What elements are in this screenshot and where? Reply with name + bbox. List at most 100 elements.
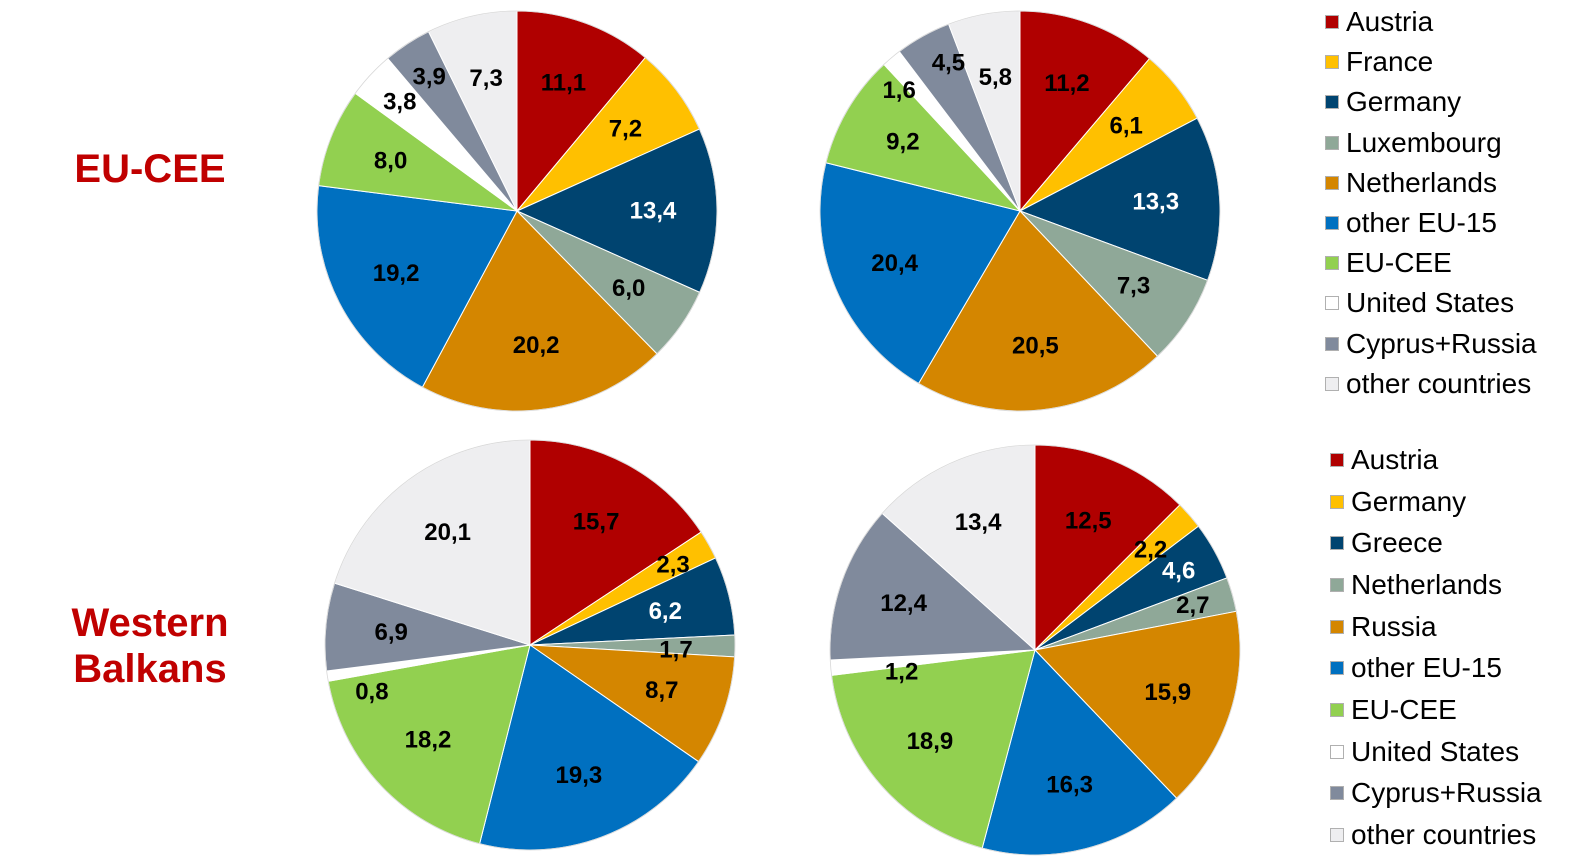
legend-western-balkans: Austria Germany Greece Netherlands Russia oth… bbox=[1330, 439, 1542, 856]
legend-label: Germany bbox=[1351, 485, 1467, 517]
legend-label: other EU-15 bbox=[1351, 652, 1502, 684]
legend-item-austria: Austria bbox=[1330, 439, 1542, 481]
legend-label: Luxembourg bbox=[1346, 126, 1502, 158]
pie-outline bbox=[829, 444, 1241, 856]
legend-item-greece: Greece bbox=[1330, 522, 1542, 564]
row-label-line: EU-CEE bbox=[74, 147, 226, 191]
legend-label: EU-CEE bbox=[1346, 247, 1452, 279]
legend-label: Greece bbox=[1351, 527, 1443, 559]
legend-item-other-countries: other countries bbox=[1330, 814, 1542, 856]
legend-item-netherlands: Netherlands bbox=[1325, 163, 1537, 203]
slice-data-label: 20,4 bbox=[871, 250, 918, 277]
slice-data-label: 3,8 bbox=[383, 89, 416, 116]
slice-data-label: 3,9 bbox=[413, 64, 446, 91]
slice-data-label: 15,7 bbox=[573, 509, 620, 536]
slice-data-label: 0,8 bbox=[355, 678, 388, 705]
legend-label: United States bbox=[1346, 287, 1515, 319]
legend-swatch bbox=[1325, 296, 1339, 311]
legend-label: other EU-15 bbox=[1346, 207, 1497, 239]
legend-swatch bbox=[1325, 95, 1339, 110]
slice-data-label: 11,2 bbox=[1044, 70, 1089, 97]
slice-data-label: 13,3 bbox=[1132, 189, 1179, 216]
legend-label: Austria bbox=[1351, 443, 1439, 475]
slice-data-label: 2,3 bbox=[656, 551, 689, 578]
slice-data-label: 6,2 bbox=[649, 598, 682, 625]
legend-label: Cyprus+Russia bbox=[1351, 777, 1542, 809]
legend-label: Netherlands bbox=[1351, 568, 1502, 600]
legend-swatch bbox=[1325, 55, 1339, 70]
row-label-line: Western bbox=[71, 601, 229, 645]
pie-chart-western-balkans-left: 15,7 2,3 6,2 1,7 8,7 19,3 18,2 0,8 6,9 20,1 bbox=[324, 439, 736, 851]
legend-swatch bbox=[1330, 744, 1344, 759]
legend-swatch bbox=[1330, 619, 1344, 634]
slice-data-label: 7,2 bbox=[609, 115, 642, 142]
pie-chart-eu-cee-right: 11,2 6,1 13,3 7,3 20,5 20,4 9,2 1,6 4,5 5,8 bbox=[819, 10, 1221, 412]
legend-item-eu-cee: EU-CEE bbox=[1325, 243, 1537, 283]
slice-data-label: 20,1 bbox=[424, 519, 471, 546]
slice-data-label: 1,7 bbox=[659, 636, 692, 663]
legend-swatch bbox=[1330, 828, 1344, 843]
legend-label: France bbox=[1346, 46, 1434, 78]
legend-item-cyprus-russia: Cyprus+Russia bbox=[1330, 773, 1542, 815]
slice-data-label: 20,5 bbox=[1012, 333, 1059, 360]
slice-data-label: 1,6 bbox=[882, 77, 915, 104]
slice-data-label: 6,1 bbox=[1110, 113, 1143, 140]
legend-swatch bbox=[1325, 376, 1339, 391]
legend-label: other countries bbox=[1346, 367, 1532, 399]
slice-data-label: 12,5 bbox=[1065, 508, 1112, 535]
legend-label: United States bbox=[1351, 735, 1520, 767]
legend-item-austria: Austria bbox=[1325, 2, 1537, 42]
legend-swatch bbox=[1325, 336, 1339, 351]
legend-swatch bbox=[1325, 256, 1339, 271]
slice-data-label: 13,4 bbox=[630, 197, 677, 224]
pie-outline bbox=[819, 10, 1221, 412]
row-label-western-balkans: Western Balkans bbox=[0, 600, 300, 692]
legend-swatch bbox=[1325, 135, 1339, 150]
slice-data-label: 4,6 bbox=[1162, 557, 1195, 584]
legend-swatch bbox=[1330, 577, 1344, 592]
slice-data-label: 19,2 bbox=[373, 260, 420, 287]
legend-item-united-states: United States bbox=[1330, 731, 1542, 773]
legend-item-luxembourg: Luxembourg bbox=[1325, 123, 1537, 163]
legend-swatch bbox=[1330, 661, 1344, 676]
slice-data-label: 19,3 bbox=[556, 762, 603, 789]
slice-data-label: 4,5 bbox=[932, 50, 965, 77]
slice-data-label: 8,0 bbox=[374, 147, 407, 174]
slice-data-label: 18,2 bbox=[405, 727, 452, 754]
legend-label: other countries bbox=[1351, 819, 1537, 851]
slice-data-label: 13,4 bbox=[955, 509, 1002, 536]
slice-data-label: 9,2 bbox=[886, 128, 919, 155]
legend-item-eu-cee: EU-CEE bbox=[1330, 689, 1542, 731]
slice-data-label: 7,3 bbox=[1117, 272, 1150, 299]
row-label-line: Balkans bbox=[73, 647, 227, 691]
legend-item-other-countries: other countries bbox=[1325, 364, 1537, 404]
slice-data-label: 8,7 bbox=[645, 677, 678, 704]
legend-swatch bbox=[1330, 786, 1344, 801]
slice-data-label: 2,7 bbox=[1176, 592, 1209, 619]
legend-swatch bbox=[1325, 216, 1339, 231]
pie-chart-eu-cee-left: 11,1 7,2 13,4 6,0 20,2 19,2 8,0 3,83,9 7,3 bbox=[316, 10, 718, 412]
legend-swatch bbox=[1330, 536, 1344, 551]
legend-label: Cyprus+Russia bbox=[1346, 327, 1537, 359]
legend-item-united-states: United States bbox=[1325, 283, 1537, 323]
legend-label: Netherlands bbox=[1346, 166, 1497, 198]
row-label-eu-cee: EU-CEE bbox=[0, 146, 300, 192]
slice-data-label: 15,9 bbox=[1144, 679, 1191, 706]
legend-item-netherlands: Netherlands bbox=[1330, 564, 1542, 606]
slice-data-label: 12,4 bbox=[880, 590, 927, 617]
legend-swatch bbox=[1325, 15, 1339, 30]
slice-data-label: 20,2 bbox=[513, 332, 560, 359]
legend-label: Russia bbox=[1351, 610, 1437, 642]
slice-data-label: 18,9 bbox=[907, 728, 954, 755]
legend-swatch bbox=[1330, 494, 1344, 509]
slice-data-label: 11,1 bbox=[541, 70, 586, 97]
legend-swatch bbox=[1325, 175, 1339, 190]
legend-item-russia: Russia bbox=[1330, 606, 1542, 648]
legend-label: EU-CEE bbox=[1351, 693, 1457, 725]
legend-swatch bbox=[1330, 452, 1344, 467]
slice-data-label: 2,2 bbox=[1134, 537, 1167, 564]
legend-item-other-eu-15: other EU-15 bbox=[1330, 647, 1542, 689]
legend-swatch bbox=[1330, 702, 1344, 717]
legend-item-germany: Germany bbox=[1330, 481, 1542, 523]
pie-outline bbox=[324, 439, 736, 851]
